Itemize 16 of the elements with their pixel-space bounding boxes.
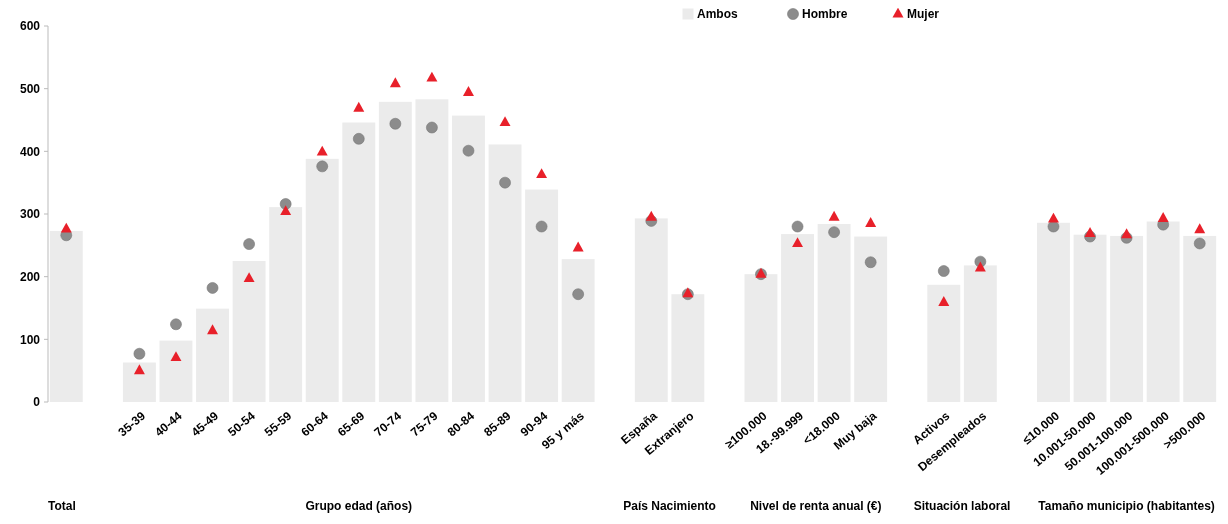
text: Total: [48, 499, 76, 513]
legend-label: Hombre: [802, 7, 848, 22]
y-tick-label: 300: [19, 207, 41, 222]
text: Tamaño municipio (habitantes): [1038, 499, 1215, 513]
text: Grupo edad (años): [305, 499, 413, 513]
y-tick-label: 200: [19, 269, 41, 284]
legend-label: Ambos: [697, 7, 738, 22]
legend-label: Mujer: [907, 7, 940, 22]
y-tick-label: 600: [19, 19, 41, 34]
text: Nivel de renta anual (€): [750, 499, 882, 513]
y-tick-label: 100: [19, 332, 41, 347]
y-tick-label: 500: [19, 81, 41, 96]
y-tick-label: 0: [33, 395, 41, 410]
text: País Nacimiento: [623, 499, 716, 513]
text: Situación laboral: [913, 499, 1011, 513]
y-tick-label: 400: [19, 144, 41, 159]
